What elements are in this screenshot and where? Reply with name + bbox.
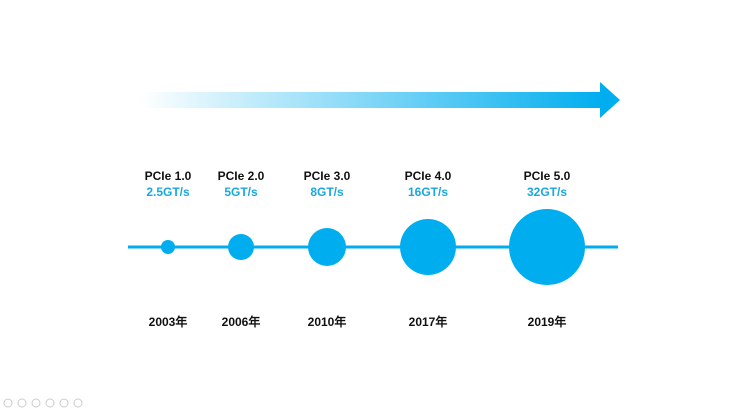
icon <box>31 398 41 408</box>
arrow-head <box>600 82 620 118</box>
toolbar-icons <box>3 398 83 408</box>
generation-bubble <box>228 234 254 260</box>
generation-name: PCIe 2.0 <box>218 169 265 183</box>
generation-bubble <box>161 240 175 254</box>
generation-speed: 5GT/s <box>224 185 258 199</box>
icon <box>45 398 55 408</box>
generation-speed: 8GT/s <box>310 185 344 199</box>
generation-name: PCIe 5.0 <box>524 169 571 183</box>
generation-speed: 2.5GT/s <box>146 185 190 199</box>
generation-bubble <box>308 228 346 266</box>
icon <box>3 398 13 408</box>
generation-year: 2010年 <box>308 314 347 329</box>
generation-name: PCIe 3.0 <box>304 169 351 183</box>
generation-year: 2017年 <box>409 314 448 329</box>
generation-year: 2003年 <box>149 314 188 329</box>
icon <box>17 398 27 408</box>
arrow-shaft <box>140 92 602 108</box>
generation-year: 2006年 <box>222 314 261 329</box>
generation-year: 2019年 <box>528 314 567 329</box>
icon <box>59 398 69 408</box>
generation-bubble <box>509 209 585 285</box>
arrow <box>140 82 620 118</box>
timeline-items: PCIe 1.0 2.5GT/s 2003年 PCIe 2.0 5GT/s 2006年 PC… <box>145 169 585 329</box>
generation-speed: 32GT/s <box>527 185 567 199</box>
generation-speed: 16GT/s <box>408 185 448 199</box>
generation-bubble <box>400 219 456 275</box>
generation-name: PCIe 1.0 <box>145 169 192 183</box>
generation-name: PCIe 4.0 <box>405 169 452 183</box>
icon <box>73 398 83 408</box>
